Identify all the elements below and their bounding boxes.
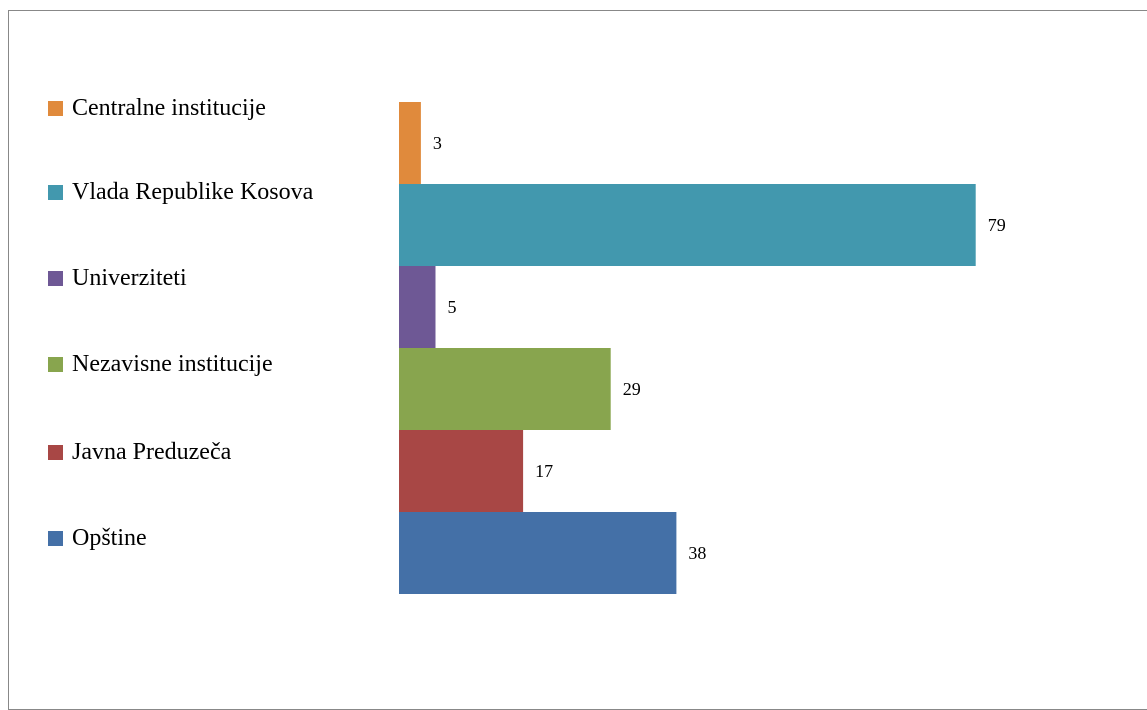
legend-swatch: [48, 531, 63, 546]
bar: [399, 266, 436, 348]
page: {"chart_data": {"type": "bar", "orientat…: [8, 10, 1147, 710]
legend-swatch: [48, 185, 63, 200]
data-label: 29: [623, 379, 641, 399]
bar: [399, 430, 524, 512]
data-label: 5: [448, 297, 457, 317]
bar: [399, 512, 677, 594]
chart: 3 79 5 29 17 38: [399, 102, 1006, 594]
legend-label: Nezavisne institucije: [72, 351, 273, 377]
bar: [399, 348, 611, 430]
data-label: 3: [433, 133, 442, 153]
legend-label: Javna Preduzeča: [72, 439, 232, 465]
legend-swatch: [48, 357, 63, 372]
legend-swatch: [48, 271, 63, 286]
legend-label: Vlada Republike Kosova: [72, 179, 314, 205]
bar: [399, 102, 421, 184]
legend-label: Centralne institucije: [72, 95, 266, 121]
legend-label: Opštine: [72, 525, 147, 551]
legend-label: Univerziteti: [72, 265, 187, 291]
bar: [399, 184, 976, 266]
data-label: 17: [535, 461, 553, 481]
legend-swatch: [48, 101, 63, 116]
data-label: 79: [988, 215, 1006, 235]
legend-swatch: [48, 445, 63, 460]
data-label: 38: [688, 543, 706, 563]
